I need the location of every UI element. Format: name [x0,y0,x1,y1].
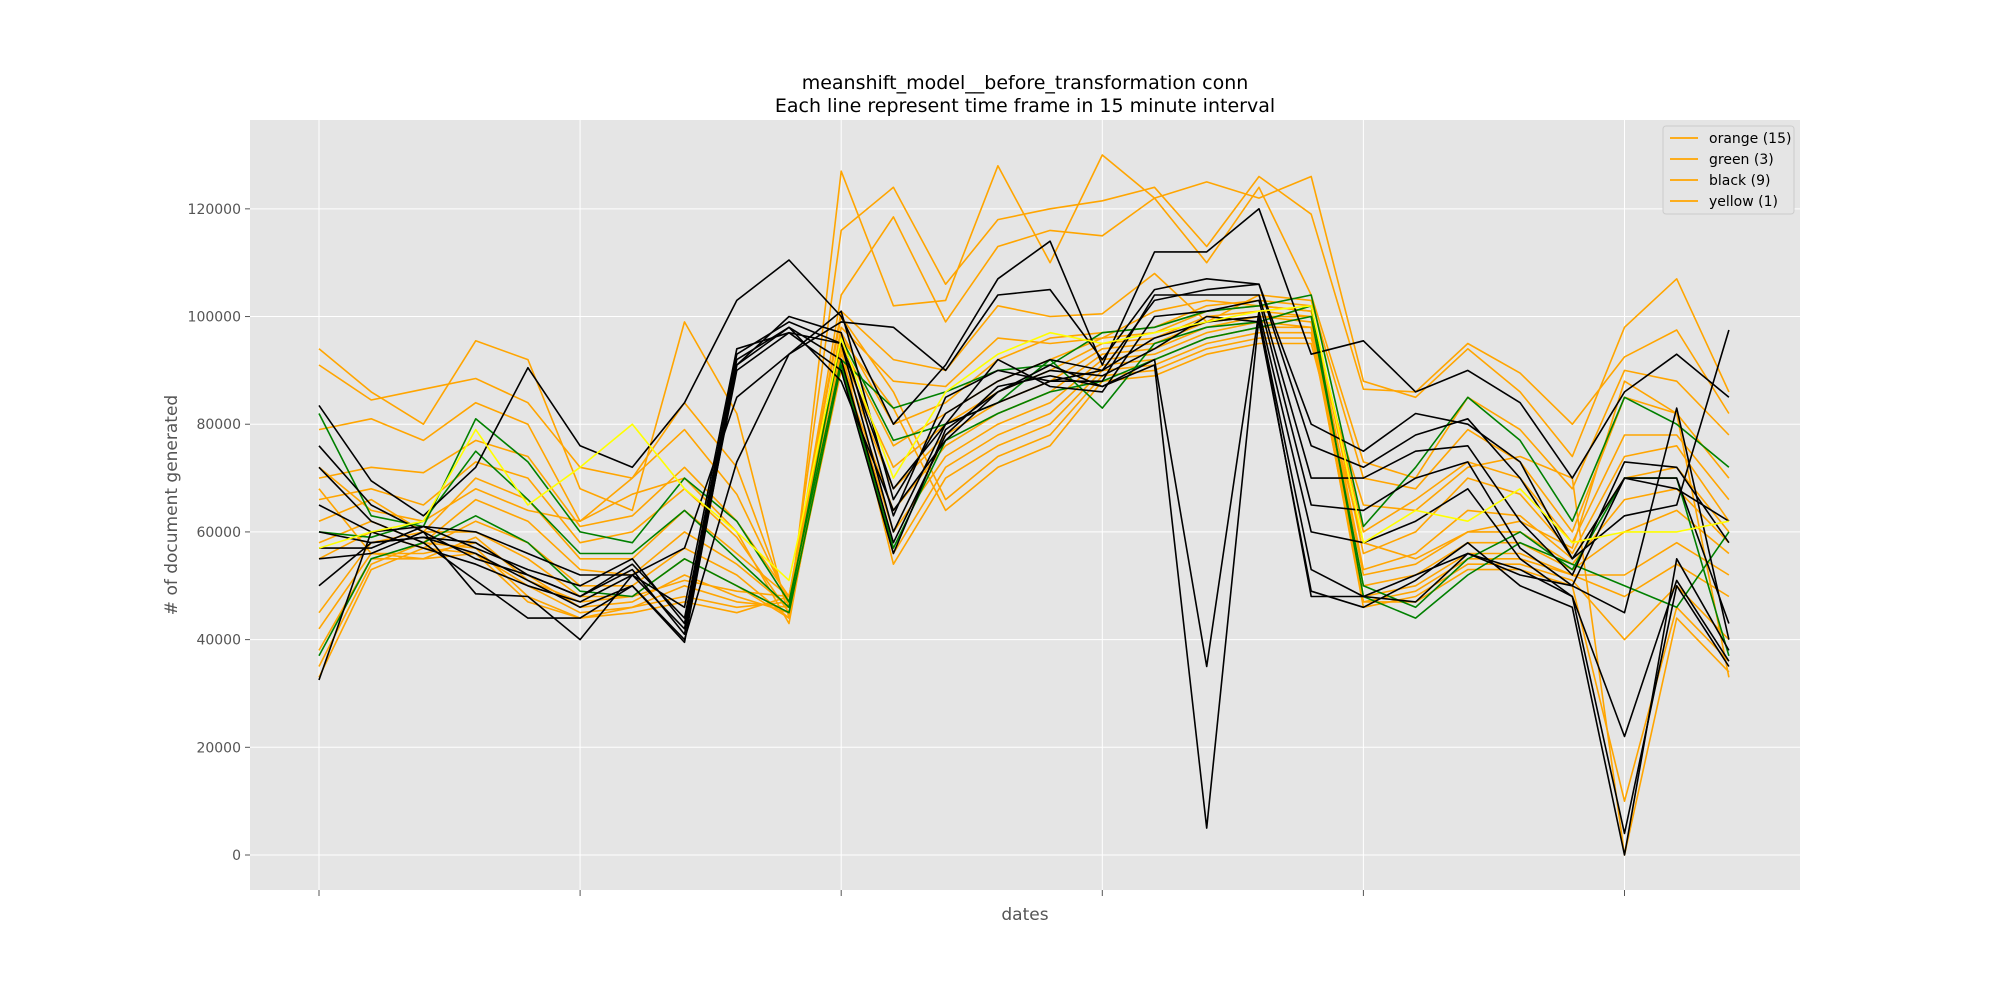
plot-background [250,120,1800,890]
y-tick-label: 80000 [196,417,241,433]
y-tick-label: 120000 [188,202,241,218]
series-line-orange-1 [318,175,1730,609]
y-tick-label: 60000 [196,525,241,541]
series-line-orange-2 [318,186,1730,603]
series-line-orange-14 [318,337,1730,678]
series-line-yellow-27 [318,304,1730,582]
y-axis-ticks: 0 20000 40000 60000 80000 100000 120000 [188,202,250,864]
legend-entry-label: black (9) [1709,173,1770,189]
chart-subtitle: Each line represent time frame in 15 min… [775,95,1275,117]
legend-entry-label: green (3) [1709,152,1774,168]
y-tick-label: 20000 [196,740,241,756]
series-line-green-17 [318,315,1730,657]
y-tick-label: 40000 [196,633,241,649]
y-axis-label: # of document generated [162,395,182,615]
series-line-orange-13 [318,315,1730,856]
legend-entry-label: yellow (1) [1709,194,1778,210]
series-lines [318,154,1730,856]
series-line-orange-3 [318,272,1730,598]
legend-entry-label: orange (15) [1709,131,1791,147]
chart-title: meanshift_model__before_transformation c… [802,72,1249,94]
series-line-orange-12 [318,331,1730,803]
series-line-green-15 [318,294,1730,603]
x-axis-label: dates [1001,905,1048,925]
series-line-black-25 [318,315,1730,856]
series-line-orange-4 [318,299,1730,614]
legend-box [1662,125,1795,215]
y-tick-label: 0 [232,848,241,864]
legend: orange (15) green (3) black (9) yellow (1) [1662,125,1795,215]
series-line-black-20 [318,283,1730,641]
x-axis-ticks [318,890,1625,896]
series-line-black-26 [318,315,1730,835]
series-line-black-18 [318,208,1730,517]
y-tick-label: 100000 [188,310,241,326]
series-line-orange-5 [318,299,1730,598]
